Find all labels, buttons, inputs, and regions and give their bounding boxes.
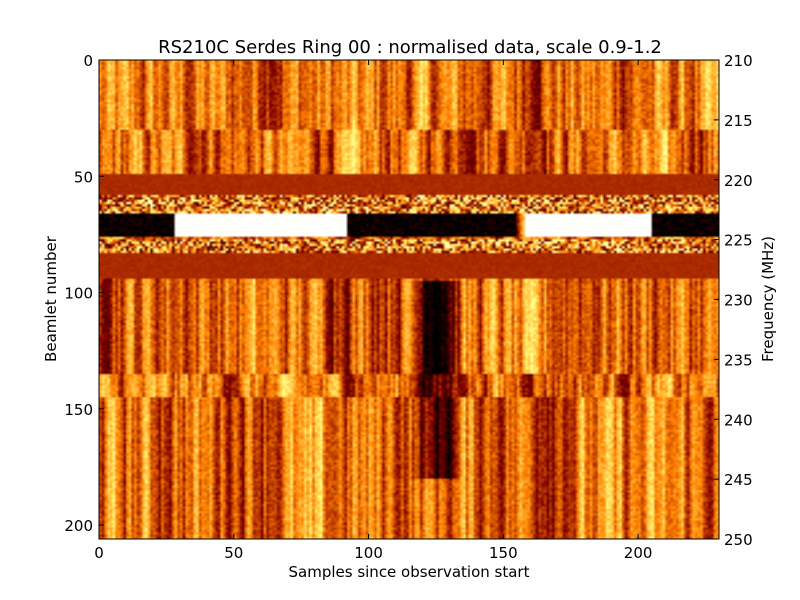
y-tick-label: 50 xyxy=(74,168,93,186)
x-tick-label: 0 xyxy=(94,544,104,562)
y-right-tick-label: 225 xyxy=(724,232,753,250)
plot-frame xyxy=(98,59,720,540)
heatmap-image xyxy=(99,60,719,539)
y-tick-label: 100 xyxy=(64,285,93,303)
y-right-tick-label: 245 xyxy=(724,471,753,489)
x-tick-label: 200 xyxy=(624,544,653,562)
x-tick-label: 100 xyxy=(354,544,383,562)
y-right-tick-label: 215 xyxy=(724,112,753,130)
chart-title: RS210C Serdes Ring 00 : normalised data,… xyxy=(158,37,662,58)
y-axis-label: Beamlet number xyxy=(42,235,60,362)
y-right-tick-label: 235 xyxy=(724,351,753,369)
y-tick-label: 150 xyxy=(64,401,93,419)
x-tick-label: 150 xyxy=(489,544,518,562)
y-tick-label: 0 xyxy=(83,52,93,70)
y-right-tick-label: 240 xyxy=(724,411,753,429)
x-axis-label: Samples since observation start xyxy=(289,563,530,581)
y-axis-right-label: Frequency (MHz) xyxy=(759,236,777,362)
y-right-tick-label: 230 xyxy=(724,292,753,310)
y-right-tick-label: 210 xyxy=(724,52,753,70)
y-tick-label: 200 xyxy=(64,517,93,535)
y-right-tick-label: 250 xyxy=(724,531,753,549)
y-right-tick-label: 220 xyxy=(724,172,753,190)
x-tick-label: 50 xyxy=(224,544,243,562)
